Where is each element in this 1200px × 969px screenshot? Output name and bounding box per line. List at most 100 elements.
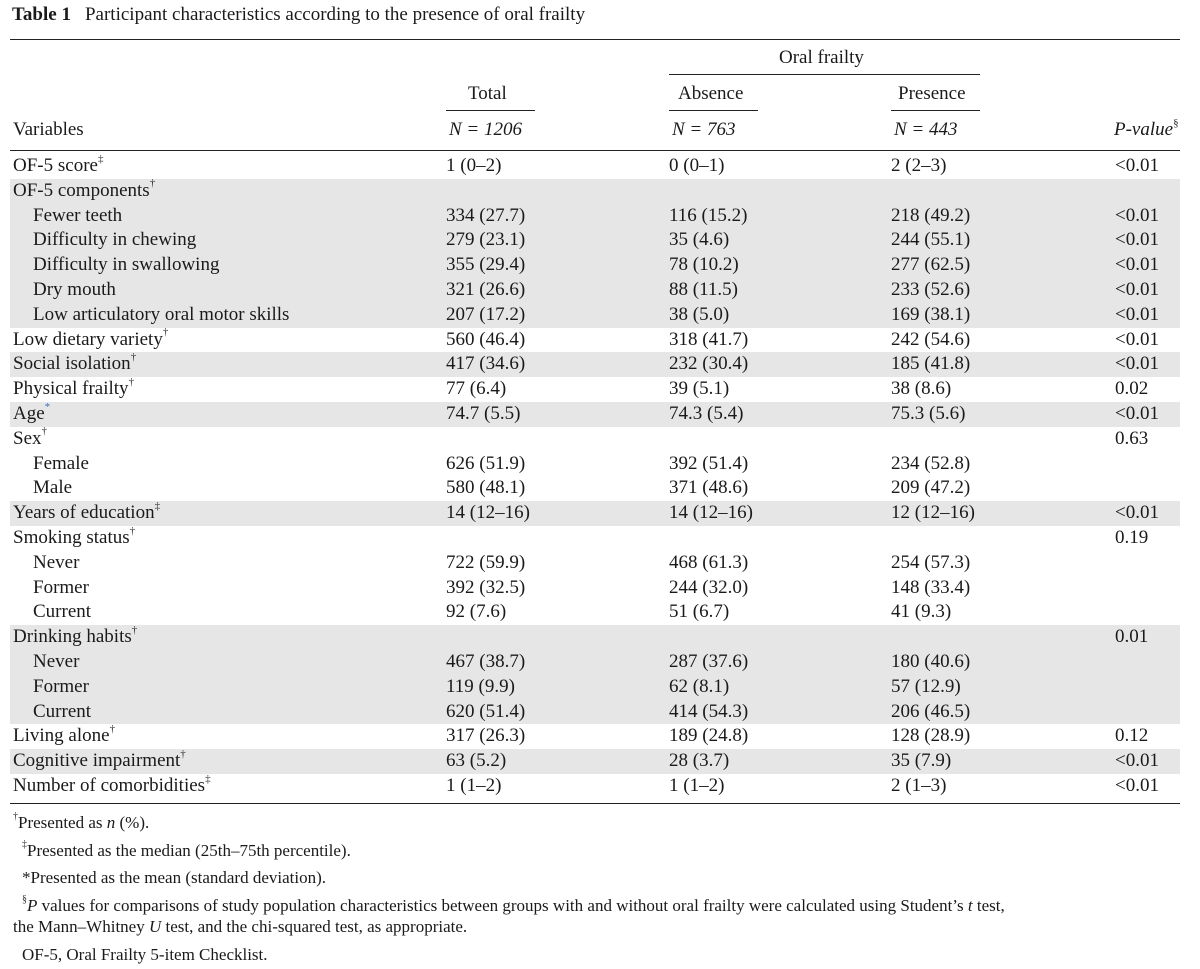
pvalue-cell-text: <0.01 [1115,254,1159,276]
total-cell: 392 (32.5) [446,576,525,601]
pvalue-cell: <0.01 [1115,749,1159,774]
absence-cell: 392 (51.4) [669,452,748,477]
table-row: OF-5 score‡ 1 (0–2) 0 (0–1) 2 (2–3) <0.01 [10,153,1180,179]
total-cell-text: 355 (29.4) [446,254,526,276]
pvalue-cell: <0.01 [1115,278,1159,303]
absence-cell-text: 287 (37.6) [669,651,749,672]
footnote-mark: † [128,375,135,388]
absence-cell-text: 88 (11.5) [669,279,738,300]
variable-cell-text: Male [33,477,73,499]
total-cell-text: 119 (9.9) [446,675,515,697]
variable-cell: Former [33,576,89,601]
variable-cell-text: Current [33,700,92,722]
footnote-star: *Presented as the mean (standard deviati… [22,868,327,887]
variable-cell-text: Age [13,403,45,424]
variable-cell: Drinking habits† [13,623,138,650]
pvalue-cell-text: 0.19 [1115,527,1149,548]
presence-cell: 35 (7.9) [891,749,951,774]
pvalue-cell: 0.02 [1115,377,1148,402]
variable-cell: Number of comorbidities‡ [13,773,211,799]
pvalue-cell: <0.01 [1115,204,1159,229]
table-row: Physical frailty† 77 (6.4) 39 (5.1) 38 (8.6… [10,375,1180,402]
footnote-mark: * [44,400,51,413]
pvalue-cell: <0.01 [1115,228,1159,253]
absence-cell-text: 414 (54.3) [669,700,749,722]
pvalue-cell: <0.01 [1115,253,1159,278]
total-cell-text: 722 (59.9) [446,551,526,573]
presence-header: Presence [898,83,966,104]
total-cell: 14 (12–16) [446,501,530,526]
absence-cell-text: 78 (10.2) [669,254,739,276]
presence-cell-text: 233 (52.6) [891,279,971,300]
presence-cell: 242 (54.6) [891,328,970,353]
footnote-mark: † [180,747,186,760]
absence-cell-text: 318 (41.7) [669,328,749,350]
presence-cell-text: 244 (55.1) [891,229,971,251]
variable-cell: Never [33,650,79,675]
absence-header: Absence [678,83,744,104]
footnote-mark: ‡ [154,499,161,512]
total-cell-text: 63 (5.2) [446,750,507,772]
presence-cell-text: 185 (41.8) [891,353,971,375]
absence-cell-text: 232 (30.4) [669,353,749,375]
presence-cell: 185 (41.8) [891,352,970,377]
absence-cell: 51 (6.7) [669,600,729,625]
total-cell: 334 (27.7) [446,204,525,229]
variable-cell-text: Never [33,651,80,672]
total-cell: 77 (6.4) [446,377,506,402]
variable-cell: Difficulty in chewing [33,228,196,253]
total-cell: 321 (26.6) [446,278,525,303]
footnote-section-cont: the Mann–Whitney U test, and the chi-squ… [13,917,468,936]
variable-cell: Living alone† [13,724,115,749]
absence-cell-text: 0 (0–1) [669,155,725,176]
absence-cell: 189 (24.8) [669,724,748,749]
table-row: Cognitive impairment† 63 (5.2) 28 (3.7) 35 … [10,747,1180,774]
table-row: Former 392 (32.5) 244 (32.0) 148 (33.4) [10,576,1180,601]
presence-cell-text: 57 (12.9) [891,675,961,697]
pvalue-cell: 0.63 [1115,427,1148,452]
presence-cell: 57 (12.9) [891,675,961,700]
total-cell-text: 321 (26.6) [446,279,526,300]
absence-cell: 14 (12–16) [669,501,753,526]
header-rule [10,150,1180,151]
variable-cell-text: Living alone [13,725,110,747]
pvalue-cell-text: 0.12 [1115,725,1149,747]
variable-cell: Male [33,476,72,501]
variable-cell: Social isolation† [13,352,136,377]
pvalue-cell-text: <0.01 [1115,353,1159,375]
absence-cell: 318 (41.7) [669,328,748,353]
table-row: Current 92 (7.6) 51 (6.7) 41 (9.3) [10,600,1180,625]
n-presence: N = 443 [894,119,958,140]
footnote-mark: † [131,623,138,636]
presence-cell: 233 (52.6) [891,278,970,303]
pvalue-cell: 0.12 [1115,724,1148,749]
table-row: Former 119 (9.9) 62 (8.1) 57 (12.9) [10,674,1180,700]
variable-cell-text: Difficulty in swallowing [33,254,220,276]
variable-cell: Fewer teeth [33,204,122,229]
oral-frailty-group-header: Oral frailty [779,47,864,68]
presence-cell: 2 (1–3) [891,774,946,799]
footnote-double-dagger: ‡Presented as the median (25th–75th perc… [22,839,351,860]
variable-cell-text: Low articulatory oral motor skills [33,303,290,325]
presence-cell: 169 (38.1) [891,303,970,328]
total-cell: 560 (46.4) [446,328,525,353]
absence-cell: 78 (10.2) [669,253,739,278]
pvalue-cell-text: <0.01 [1115,303,1159,325]
total-cell-text: 77 (6.4) [446,378,507,400]
variable-cell: Age* [13,400,51,427]
presence-cell-text: 35 (7.9) [891,750,952,772]
variable-cell: OF-5 score‡ [13,153,103,179]
absence-cell: 0 (0–1) [669,154,724,179]
presence-cell: 206 (46.5) [891,700,970,725]
pvalue-cell-text: <0.01 [1115,775,1159,796]
pvalue-cell-text: <0.01 [1115,229,1159,251]
table-row: Sex† 0.63 [10,426,1180,452]
table-caption: Table 1 Participant characteristics accor… [12,4,585,26]
n-total: N = 1206 [449,119,522,140]
absence-cell: 116 (15.2) [669,204,747,229]
variable-cell: Low dietary variety† [13,327,168,353]
total-cell: 722 (59.9) [446,551,525,576]
total-cell-text: 467 (38.7) [446,651,526,672]
table-row: Female 626 (51.9) 392 (51.4) 234 (52.8) [10,452,1180,477]
table-row: Never 467 (38.7) 287 (37.6) 180 (40.6) [10,650,1180,675]
